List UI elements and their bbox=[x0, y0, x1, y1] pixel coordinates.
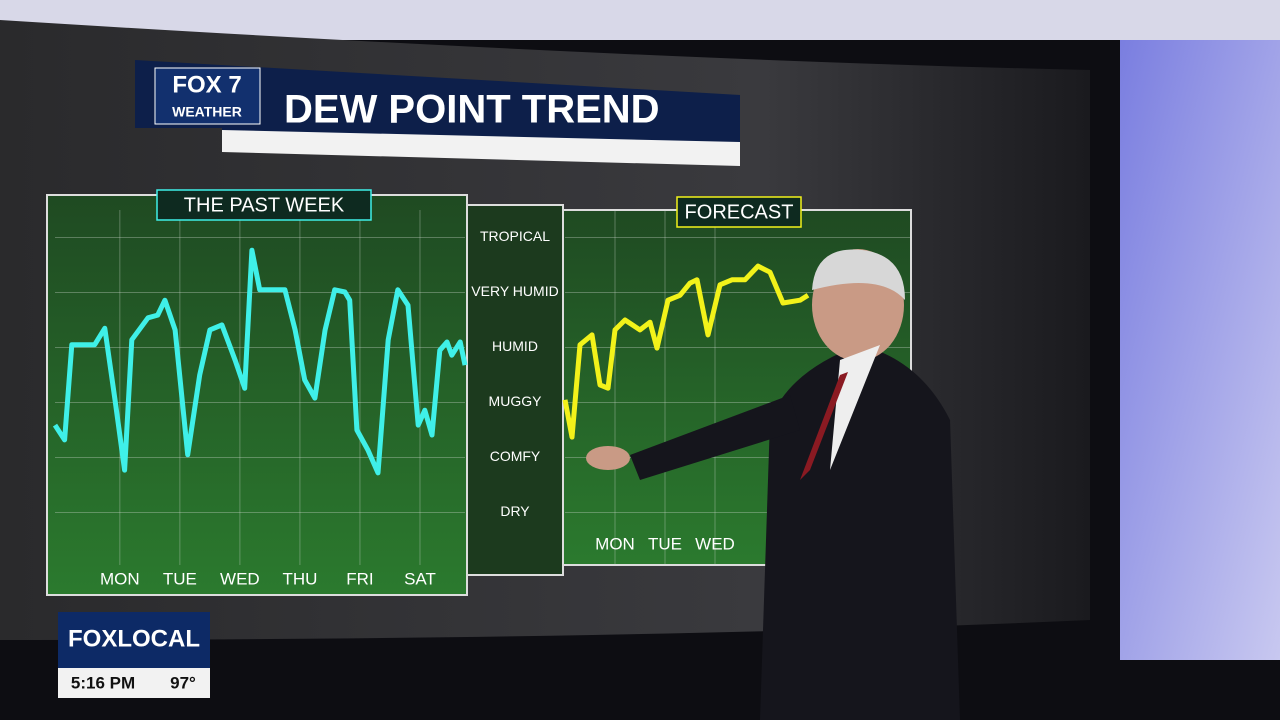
presenter-body bbox=[760, 345, 960, 720]
presenter-hair bbox=[812, 249, 905, 300]
y-tick-label: HUMID bbox=[492, 338, 538, 354]
y-tick-label: MUGGY bbox=[489, 393, 543, 409]
ticker: FOXLOCAL 5:16 PM 97° bbox=[58, 612, 210, 698]
chart: MON TUE WED FORECAST bbox=[562, 196, 910, 565]
header-title: DEW POINT TREND bbox=[284, 88, 660, 132]
chart-title: THE PAST WEEK bbox=[184, 194, 345, 216]
x-tick-label: FRI bbox=[346, 569, 373, 588]
chart: MON TUE WED THU FRI SAT DRY COMFY MUGGY HUMID VERY… bbox=[52, 189, 559, 588]
presenter-arm bbox=[630, 395, 800, 480]
x-tick-label: MON bbox=[595, 534, 635, 553]
x-tick-label: MON bbox=[100, 569, 140, 588]
x-tick-label: TUE bbox=[163, 569, 197, 588]
x-tick-label: WED bbox=[220, 569, 260, 588]
chart-title: FORECAST bbox=[685, 201, 794, 223]
presenter bbox=[586, 249, 960, 720]
x-tick-label: THU bbox=[282, 569, 317, 588]
y-tick-label: VERY HUMID bbox=[471, 283, 558, 299]
past-panel bbox=[46, 194, 468, 596]
studio-wall bbox=[1120, 40, 1280, 660]
ticker-time: 5:16 PM bbox=[71, 673, 135, 692]
presenter-hand bbox=[586, 446, 630, 470]
data-line bbox=[562, 263, 810, 440]
charts: MON TUE WED THU FRI SAT DRY COMFY MUGGY HUMID VERY… bbox=[52, 189, 910, 588]
label-column bbox=[466, 204, 564, 576]
y-tick-label: DRY bbox=[500, 503, 530, 519]
ticker-brand: FOXLOCAL bbox=[68, 625, 200, 652]
header-strip bbox=[222, 130, 740, 166]
ticker-temperature: 97° bbox=[170, 673, 196, 692]
x-tick-label: SAT bbox=[404, 569, 436, 588]
chart-title-box bbox=[156, 189, 372, 221]
x-tick-label: WED bbox=[695, 534, 735, 553]
ticker-brand-box bbox=[58, 612, 210, 668]
logo-bottom: WEATHER bbox=[172, 104, 242, 120]
logo-top: FOX 7 bbox=[172, 71, 241, 98]
chart-title-box bbox=[676, 196, 802, 228]
logo-box bbox=[154, 67, 261, 125]
presenter-tie bbox=[800, 372, 848, 480]
x-tick-label: TUE bbox=[648, 534, 682, 553]
ticker-info-box bbox=[58, 668, 210, 698]
y-tick-label: TROPICAL bbox=[480, 228, 550, 244]
header: FOX 7 WEATHER DEW POINT TREND bbox=[135, 60, 740, 166]
y-tick-label: COMFY bbox=[490, 448, 541, 464]
data-line bbox=[52, 247, 468, 476]
